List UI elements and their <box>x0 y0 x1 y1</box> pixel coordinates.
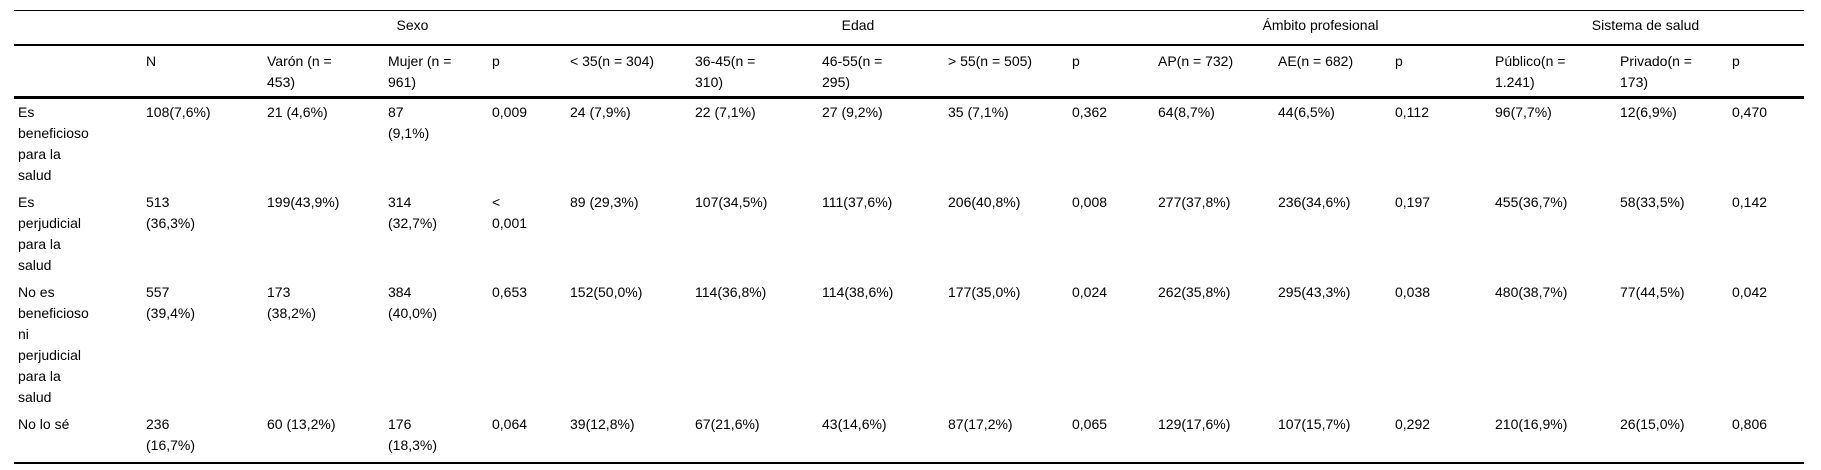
data-cell: 21 (4,6%) <box>267 104 328 120</box>
group-header: Ámbito profesional <box>1154 10 1491 46</box>
data-cell: 513 (36,3%) <box>146 194 196 231</box>
data-cell: 96(7,7%) <box>1495 104 1552 120</box>
table-row: Es beneficioso para la salud 108(7,6%) 21 … <box>14 98 1804 190</box>
data-cell: 0,038 <box>1395 284 1431 300</box>
data-cell: 43(14,6%) <box>818 411 944 464</box>
data-cell: 277(37,8%) <box>1158 194 1231 210</box>
data-cell: 107(34,5%) <box>695 194 768 210</box>
col-header: < 35(n = 304) <box>566 45 691 99</box>
col-header: p <box>1391 45 1491 99</box>
group-header: Sexo <box>263 10 566 46</box>
data-cell: 0,009 <box>492 104 528 120</box>
data-cell: 295(43,3%) <box>1278 284 1351 300</box>
data-cell: 0,806 <box>1728 411 1804 464</box>
data-cell: 89 (29,3%) <box>570 194 639 210</box>
col-header <box>14 45 142 99</box>
data-cell: 0,470 <box>1732 104 1768 120</box>
data-cell: 0,065 <box>1068 411 1154 464</box>
data-cell: 111(37,6%) <box>822 194 893 210</box>
data-cell: 199(43,9%) <box>267 194 340 210</box>
col-header: p <box>1728 45 1804 99</box>
data-cell: 87(17,2%) <box>944 411 1068 464</box>
col-header: > 55(n = 505) <box>944 45 1068 99</box>
data-cell: 108(7,6%) <box>146 104 211 120</box>
data-cell: 480(38,7%) <box>1495 284 1568 300</box>
data-cell: 455(36,7%) <box>1495 194 1568 210</box>
table-row: No es beneficioso ni perjudicial para la… <box>14 279 1804 411</box>
table-row: No lo sé 236 (16,7%) 60 (13,2%) 176 (18,3%)… <box>14 411 1804 464</box>
col-header: AP(n = 732) <box>1154 45 1274 99</box>
col-header: 36-45(n = 310) <box>691 45 818 99</box>
data-cell: 114(36,8%) <box>695 284 767 300</box>
data-cell: 0,024 <box>1072 284 1108 300</box>
data-cell: 0,653 <box>492 284 528 300</box>
data-cell: 87 (9,1%) <box>388 104 430 141</box>
col-header: Público(n = 1.241) <box>1491 45 1616 99</box>
col-header: p <box>488 45 566 99</box>
group-header-row: Sexo Edad Ámbito profesional Sistema de sal… <box>14 10 1804 46</box>
data-cell: 60 (13,2%) <box>263 411 384 464</box>
col-header: Varón (n = 453) <box>263 45 384 99</box>
row-label: Es beneficioso para la salud <box>18 104 89 183</box>
table-body: Es beneficioso para la salud 108(7,6%) 21 … <box>14 98 1804 464</box>
row-label: No lo sé <box>14 411 142 464</box>
column-header-row: N Varón (n = 453) Mujer (n = 961) p < 35(n =… <box>14 45 1804 99</box>
data-cell: 44(6,5%) <box>1278 104 1335 120</box>
data-cell: 0,064 <box>488 411 566 464</box>
data-cell: 210(16,9%) <box>1491 411 1616 464</box>
data-cell: < 0,001 <box>492 194 528 231</box>
data-cell: 64(8,7%) <box>1158 104 1215 120</box>
data-cell: 22 (7,1%) <box>695 104 756 120</box>
data-cell: 0,142 <box>1732 194 1768 210</box>
col-header: AE(n = 682) <box>1274 45 1391 99</box>
page: { "table": { "group_header_row": [ { "la… <box>0 10 1821 470</box>
data-cell: 58(33,5%) <box>1620 194 1685 210</box>
data-cell: 24 (7,9%) <box>570 104 631 120</box>
data-cell: 0,112 <box>1395 104 1429 120</box>
data-cell: 27 (9,2%) <box>822 104 883 120</box>
data-cell: 262(35,8%) <box>1158 284 1231 300</box>
data-cell: 236(34,6%) <box>1278 194 1351 210</box>
data-cell: 35 (7,1%) <box>948 104 1009 120</box>
row-label: Es perjudicial para la salud <box>18 194 82 273</box>
data-cell: 129(17,6%) <box>1154 411 1274 464</box>
data-cell: 0,197 <box>1395 194 1431 210</box>
data-cell: 177(35,0%) <box>948 284 1021 300</box>
data-cell: 0,042 <box>1732 284 1768 300</box>
data-cell: 152(50,0%) <box>570 284 643 300</box>
data-cell: 107(15,7%) <box>1274 411 1391 464</box>
data-cell: 39(12,8%) <box>566 411 691 464</box>
group-header: Edad <box>566 10 1154 46</box>
results-table: Sexo Edad Ámbito profesional Sistema de sal… <box>14 10 1804 464</box>
data-cell: 314 (32,7%) <box>388 194 438 231</box>
data-cell: 26(15,0%) <box>1616 411 1728 464</box>
row-label: No es beneficioso ni perjudicial para la… <box>18 284 89 405</box>
data-cell: 0,008 <box>1072 194 1108 210</box>
data-cell: 77(44,5%) <box>1620 284 1685 300</box>
data-cell: 0,292 <box>1391 411 1491 464</box>
col-header: p <box>1068 45 1154 99</box>
data-cell: 176 (18,3%) <box>384 411 488 464</box>
col-header: N <box>142 45 263 99</box>
data-cell: 557 (39,4%) <box>146 284 196 321</box>
data-cell: 173 (38,2%) <box>267 284 317 321</box>
col-header: 46-55(n = 295) <box>818 45 944 99</box>
col-header: Privado(n = 173) <box>1616 45 1728 99</box>
data-cell: 384 (40,0%) <box>388 284 438 321</box>
data-cell: 67(21,6%) <box>691 411 818 464</box>
group-header-spacer <box>14 10 263 46</box>
data-cell: 206(40,8%) <box>948 194 1021 210</box>
group-header: Sistema de salud <box>1491 10 1804 46</box>
table-row: Es perjudicial para la salud 513 (36,3%) 1… <box>14 189 1804 279</box>
col-header: Mujer (n = 961) <box>384 45 488 99</box>
data-cell: 114(38,6%) <box>822 284 894 300</box>
data-cell: 0,362 <box>1072 104 1108 120</box>
data-cell: 236 (16,7%) <box>142 411 263 464</box>
data-cell: 12(6,9%) <box>1620 104 1677 120</box>
